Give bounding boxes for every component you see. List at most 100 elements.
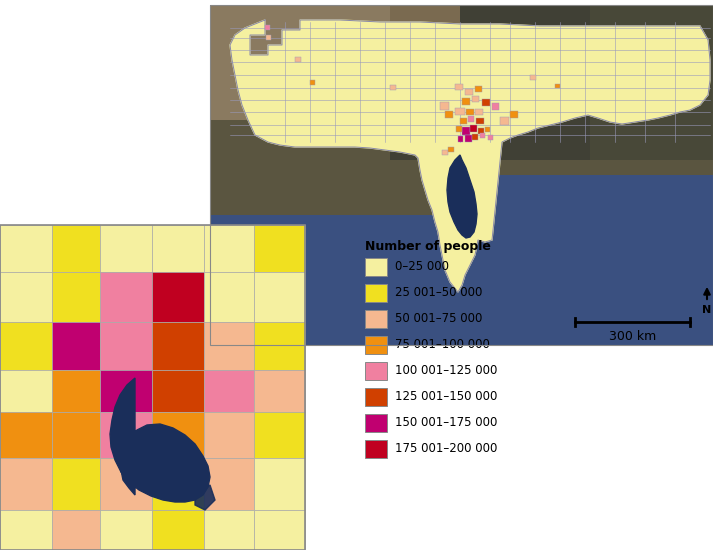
Bar xyxy=(204,412,254,458)
Polygon shape xyxy=(195,485,215,510)
Bar xyxy=(152,322,204,370)
Bar xyxy=(478,128,484,134)
Bar xyxy=(530,75,536,80)
Bar xyxy=(210,5,713,345)
Text: 150 001–175 000: 150 001–175 000 xyxy=(395,416,498,430)
Bar xyxy=(0,272,52,322)
Bar xyxy=(465,135,472,142)
Bar xyxy=(204,272,254,322)
Bar xyxy=(470,125,477,132)
Bar xyxy=(295,57,301,62)
Bar xyxy=(390,5,713,160)
Polygon shape xyxy=(230,20,710,292)
Bar xyxy=(0,412,52,458)
Bar xyxy=(445,111,453,118)
Bar xyxy=(555,84,560,88)
Bar xyxy=(460,118,467,124)
Bar xyxy=(152,225,204,272)
Text: 300 km: 300 km xyxy=(609,330,656,343)
Bar xyxy=(456,126,462,132)
Bar xyxy=(210,215,713,345)
Bar xyxy=(488,135,493,140)
Bar xyxy=(440,102,449,110)
Bar xyxy=(254,510,305,550)
Bar xyxy=(204,510,254,550)
Bar xyxy=(365,440,387,458)
Bar xyxy=(510,111,518,118)
Text: 50 001–75 000: 50 001–75 000 xyxy=(395,312,483,326)
Bar xyxy=(152,458,204,510)
Bar xyxy=(152,510,204,550)
Bar xyxy=(100,370,152,412)
Bar xyxy=(254,225,305,272)
Bar xyxy=(204,322,254,370)
Bar xyxy=(365,310,387,328)
Text: 100 001–125 000: 100 001–125 000 xyxy=(395,365,498,377)
Text: 0–25 000: 0–25 000 xyxy=(395,261,449,273)
Bar xyxy=(210,5,390,120)
Bar xyxy=(468,116,474,122)
Text: 125 001–150 000: 125 001–150 000 xyxy=(395,390,498,404)
Text: 75 001–100 000: 75 001–100 000 xyxy=(395,338,490,351)
Bar xyxy=(266,35,271,40)
Bar xyxy=(100,322,152,370)
Bar xyxy=(448,147,454,152)
Bar xyxy=(52,412,100,458)
Bar xyxy=(455,108,465,115)
Bar xyxy=(0,225,305,550)
Bar xyxy=(254,412,305,458)
Bar xyxy=(0,370,52,412)
Bar xyxy=(100,272,152,322)
Bar xyxy=(254,370,305,412)
Bar xyxy=(475,86,482,92)
Bar xyxy=(100,412,152,458)
Bar xyxy=(455,84,463,90)
Bar xyxy=(0,225,305,550)
Bar xyxy=(100,510,152,550)
Bar xyxy=(52,272,100,322)
Bar xyxy=(472,96,479,102)
Bar xyxy=(462,127,470,135)
Bar xyxy=(485,127,490,132)
Bar xyxy=(265,25,270,30)
Bar xyxy=(472,134,478,140)
Bar xyxy=(492,103,499,110)
Bar xyxy=(0,322,52,370)
Text: 175 001–200 000: 175 001–200 000 xyxy=(395,443,498,455)
Bar xyxy=(204,458,254,510)
Text: Number of people: Number of people xyxy=(365,240,491,253)
Bar xyxy=(365,362,387,380)
Bar xyxy=(204,370,254,412)
Bar xyxy=(152,272,204,322)
Bar xyxy=(52,225,100,272)
Text: 25 001–50 000: 25 001–50 000 xyxy=(395,287,483,300)
Bar xyxy=(365,258,387,276)
Bar xyxy=(490,175,713,345)
Bar xyxy=(475,109,483,115)
Bar xyxy=(365,388,387,406)
Bar xyxy=(442,150,448,155)
Bar xyxy=(254,322,305,370)
Bar xyxy=(390,5,590,160)
Text: N: N xyxy=(702,305,712,315)
Bar xyxy=(152,412,204,458)
Bar xyxy=(254,458,305,510)
Bar xyxy=(0,510,52,550)
Bar xyxy=(52,510,100,550)
Bar xyxy=(482,99,490,106)
Bar xyxy=(462,98,470,105)
Bar xyxy=(152,370,204,412)
Bar xyxy=(100,458,152,510)
Bar xyxy=(365,284,387,302)
Bar xyxy=(466,109,474,115)
Bar xyxy=(210,5,460,120)
Polygon shape xyxy=(447,155,477,238)
Bar xyxy=(365,336,387,354)
Bar xyxy=(52,322,100,370)
Bar xyxy=(0,225,52,272)
Bar xyxy=(210,5,713,345)
Bar xyxy=(390,85,396,90)
Bar xyxy=(204,225,254,272)
Bar xyxy=(100,225,152,272)
Bar xyxy=(52,458,100,510)
